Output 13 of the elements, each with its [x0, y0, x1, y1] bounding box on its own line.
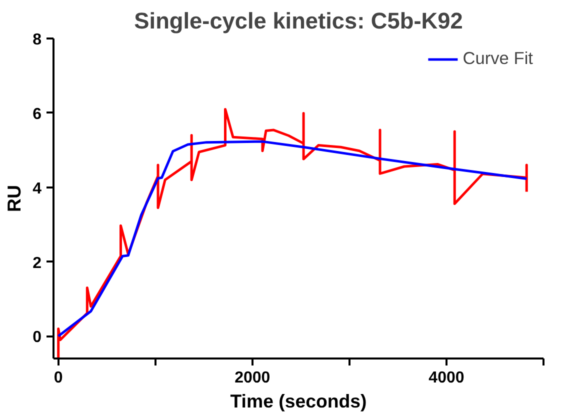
legend-label: Curve Fit: [462, 48, 533, 69]
x-tick-label: 2000: [234, 370, 270, 386]
y-tick-label: 4: [32, 180, 42, 198]
x-axis-title: Time (seconds): [230, 390, 367, 412]
y-axis-title: RU: [4, 185, 25, 212]
y-tick-label: 6: [32, 106, 42, 123]
x-tick-label: 0: [54, 370, 63, 386]
y-tick-label: 0: [32, 329, 42, 346]
y-tick-label: 8: [32, 32, 42, 48]
chart-title: Single-cycle kinetics: C5b-K92: [134, 8, 463, 34]
x-tick-label: 4000: [428, 370, 464, 386]
y-tick-label: 2: [32, 254, 42, 272]
line-series: [57, 140, 528, 338]
